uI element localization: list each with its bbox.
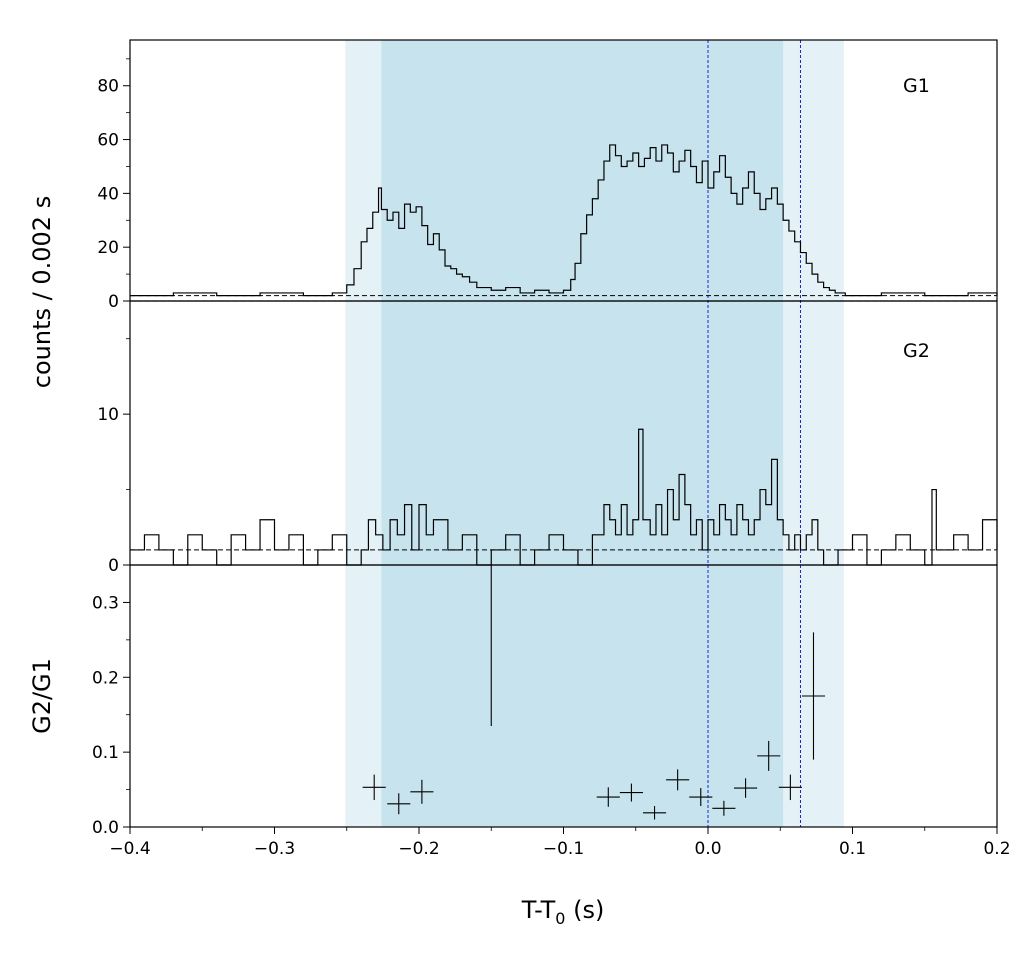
ratio-point-0 [362, 774, 386, 801]
ytick-label-2-1: 0.1 [92, 743, 119, 763]
xtick-label-4: 0.0 [694, 839, 721, 859]
x-axis-title-subscript: 0 [555, 909, 565, 928]
x-axis-title-unit: (s) [565, 896, 604, 924]
ratio-point-9 [712, 800, 736, 816]
histogram-g2 [130, 428, 998, 566]
y-axis-title-counts: counts / 0.002 s [28, 196, 56, 388]
ytick-label-2-0: 0.0 [92, 818, 119, 838]
panel-label-g2: G2 [903, 340, 930, 362]
ratio-point-4 [596, 787, 620, 807]
ratio-point-8 [689, 788, 713, 807]
ytick-label-1-1: 10 [97, 405, 119, 425]
data-layer [130, 144, 998, 820]
ratio-point-12 [778, 774, 802, 801]
ytick-label-2-2: 0.2 [92, 668, 119, 688]
ratio-point-6 [642, 806, 667, 820]
xtick-label-5: 0.1 [839, 839, 866, 859]
y-axis-title-ratio: G2/G1 [28, 658, 56, 734]
shaded-region-1 [381, 40, 784, 827]
ytick-label-0-1: 20 [97, 238, 119, 258]
ratio-point-2 [410, 779, 434, 804]
ratio-point-7 [666, 769, 690, 791]
ytick-label-2-3: 0.3 [92, 593, 119, 613]
x-axis-title-main: T-T [521, 896, 556, 924]
xtick-label-0: −0.4 [109, 839, 150, 859]
ratio-point-5 [619, 783, 643, 802]
xtick-label-1: −0.3 [254, 839, 295, 859]
ratio-point-10 [734, 778, 758, 798]
x-axis-title: T-T0 (s) [521, 896, 605, 928]
ytick-label-1-0: 0 [108, 556, 119, 576]
histogram-g1 [130, 144, 998, 297]
ratio-point-11 [757, 740, 781, 771]
ytick-label-0-0: 0 [108, 292, 119, 312]
ytick-label-0-3: 60 [97, 131, 119, 151]
xtick-label-6: 0.2 [983, 839, 1010, 859]
ytick-label-0-2: 40 [97, 184, 119, 204]
xtick-label-3: −0.1 [543, 839, 584, 859]
xtick-label-2: −0.2 [398, 839, 439, 859]
ratio-point-13 [801, 632, 826, 760]
shaded-regions [345, 40, 844, 827]
axes-layer: 0 20 40 60 80 0 10 0.0 0.1 0.2 0.3 −0.4 −0.3 −0.2 −0.1… [92, 39, 1011, 859]
ratio-point-1 [387, 793, 411, 815]
panel-label-g1: G1 [903, 75, 930, 97]
ytick-label-0-4: 80 [97, 77, 119, 97]
